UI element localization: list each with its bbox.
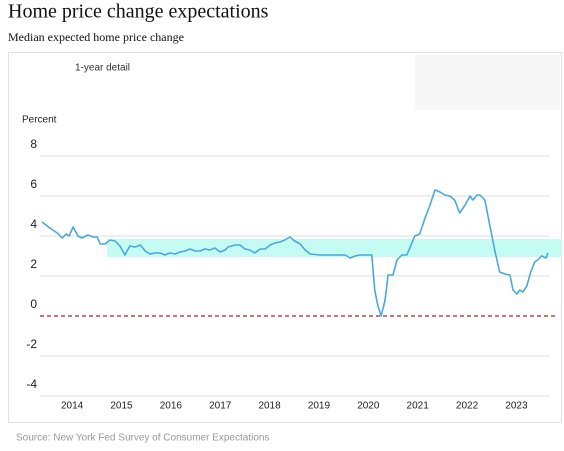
x-tick-label: 2015 bbox=[110, 401, 133, 412]
y-tick-label: -4 bbox=[26, 377, 37, 391]
chart-subtitle: Median expected home price change bbox=[8, 30, 184, 44]
x-tick-label: 2022 bbox=[456, 401, 479, 412]
x-tick-label: 2019 bbox=[308, 401, 331, 412]
y-tick-label: 2 bbox=[30, 257, 37, 271]
y-axis-label: Percent bbox=[22, 115, 57, 126]
x-tick-label: 2023 bbox=[505, 401, 528, 412]
source: Source: New York Fed Survey of Consumer … bbox=[16, 433, 269, 444]
y-tick-label: 6 bbox=[30, 177, 37, 191]
series-line bbox=[41, 189, 549, 317]
chart-title: Home price change expectations bbox=[8, 1, 269, 23]
x-tick-label: 2021 bbox=[407, 401, 430, 412]
x-tick-label: 2020 bbox=[357, 401, 380, 412]
y-tick-label: 0 bbox=[30, 297, 37, 311]
y-tick-label: -2 bbox=[26, 337, 37, 351]
annotation: 1-year detail bbox=[75, 63, 130, 74]
chart-frame bbox=[8, 52, 562, 423]
x-tick-label: 2018 bbox=[258, 401, 281, 412]
x-tick-label: 2017 bbox=[209, 401, 232, 412]
placeholder-box bbox=[415, 55, 560, 110]
y-tick-label: 8 bbox=[30, 137, 37, 151]
x-tick-label: 2014 bbox=[61, 401, 84, 412]
x-tick-label: 2016 bbox=[160, 401, 183, 412]
y-tick-label: 4 bbox=[30, 217, 37, 231]
